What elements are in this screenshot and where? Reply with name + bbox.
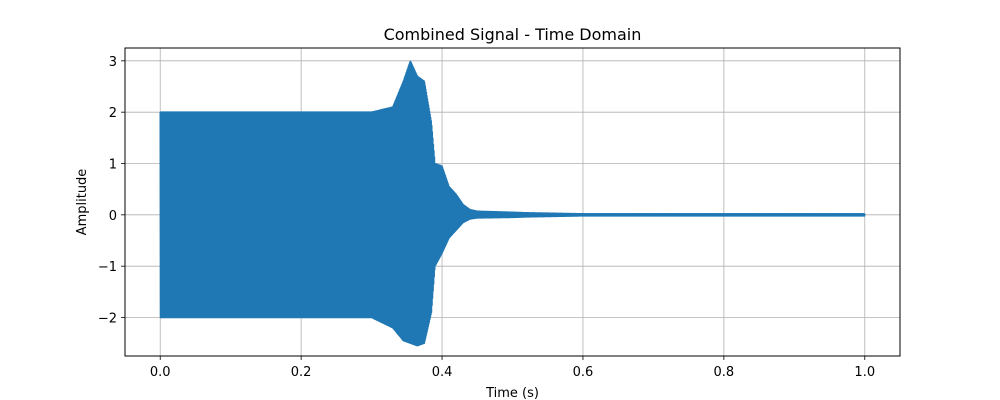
x-axis-label: Time (s) bbox=[485, 386, 539, 400]
y-tick-label: 3 bbox=[109, 55, 117, 70]
y-tick-label: −1 bbox=[98, 260, 117, 275]
x-tick-label: 1.0 bbox=[854, 365, 875, 380]
y-tick-label: 0 bbox=[109, 209, 117, 224]
x-tick-label: 0.0 bbox=[150, 365, 171, 380]
y-tick-label: 1 bbox=[109, 158, 117, 173]
plot-area bbox=[159, 60, 866, 347]
x-tick-label: 0.2 bbox=[291, 365, 312, 380]
x-tick-label: 0.6 bbox=[573, 365, 594, 380]
signal-line bbox=[159, 60, 866, 347]
x-tick-label: 0.8 bbox=[714, 365, 735, 380]
y-axis-label: Amplitude bbox=[75, 169, 90, 236]
x-tick-label: 0.4 bbox=[432, 365, 453, 380]
y-axis: −2 −1 0 1 2 3 bbox=[98, 55, 125, 327]
y-tick-label: 2 bbox=[109, 106, 117, 121]
x-axis: 0.0 0.2 0.4 0.6 0.8 1.0 bbox=[150, 356, 875, 380]
y-tick-label: −2 bbox=[98, 312, 117, 327]
chart-title: Combined Signal - Time Domain bbox=[384, 25, 642, 44]
axes-frame bbox=[124, 47, 901, 357]
